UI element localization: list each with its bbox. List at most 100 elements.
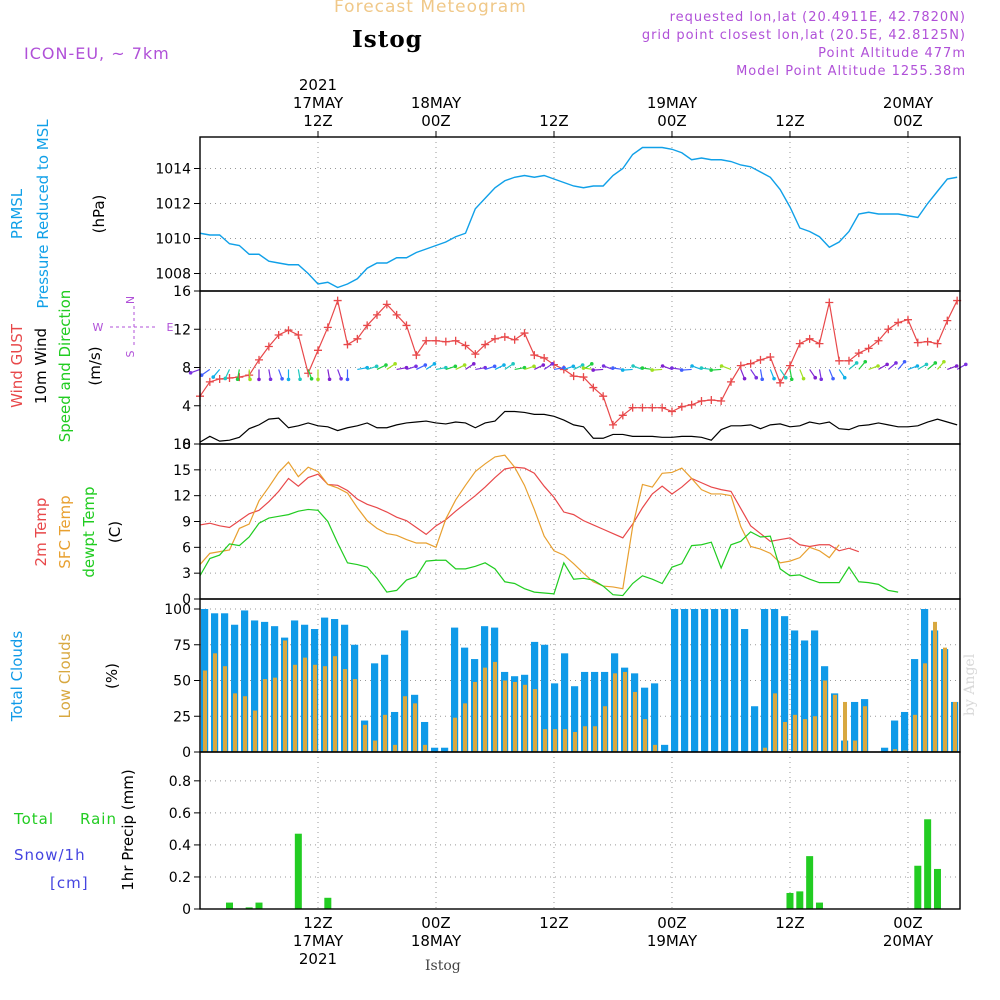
gust-marker: [363, 321, 372, 330]
rain-bar: [815, 902, 823, 909]
gust-marker: [431, 336, 440, 345]
low-cloud-bar: [293, 664, 297, 752]
wind-arrow-head: [384, 363, 388, 367]
time-label-bottom: 12Z: [303, 914, 332, 932]
total-cloud-bar: [681, 609, 689, 752]
low-cloud-bar: [803, 719, 807, 752]
gust-marker: [667, 407, 676, 416]
low-cloud-bar: [393, 744, 397, 752]
rain-bar: [294, 833, 302, 909]
wind-arrow-head: [280, 377, 284, 381]
time-label-top: 18MAY: [411, 94, 462, 112]
label-low-clouds: Low Clouds: [56, 633, 74, 718]
gust-marker: [500, 332, 509, 341]
low-cloud-bar: [613, 673, 617, 752]
wind-arrow-head: [541, 363, 546, 367]
wind-arrow-head: [532, 364, 536, 369]
gust-marker: [697, 396, 706, 405]
wind-arrow-head: [298, 377, 302, 382]
y-tick-label: 16: [173, 284, 191, 300]
wind-arrow-head: [462, 363, 467, 367]
rain-bar: [933, 868, 941, 909]
wind-arrow-head: [286, 377, 291, 382]
low-cloud-bar: [543, 729, 547, 752]
chart-title: Forecast Meteogram: [334, 0, 527, 17]
total-cloud-bar: [741, 629, 749, 752]
wind-arrow-head: [492, 364, 497, 369]
gust-marker: [766, 352, 775, 361]
wind-arrow-head: [760, 377, 765, 382]
temp-2m-line: [199, 466, 860, 553]
wind-arrow-head: [589, 362, 594, 366]
gust-marker: [540, 353, 549, 362]
gust-marker: [284, 326, 293, 335]
total-cloud-bar: [391, 711, 399, 752]
total-cloud-bar: [241, 610, 249, 752]
low-cloud-bar: [653, 744, 657, 752]
gust-marker: [943, 316, 952, 325]
wind-arrow-head: [374, 364, 379, 369]
y-tick-label: 12: [173, 322, 191, 338]
low-cloud-bar: [943, 647, 947, 752]
low-cloud-bar: [603, 706, 607, 752]
wind-arrow-head: [754, 375, 759, 380]
low-cloud-bar: [583, 726, 587, 752]
total-cloud-bar: [751, 706, 759, 752]
time-label-top: 17MAY: [293, 94, 344, 112]
total-cloud-bar: [461, 647, 469, 752]
y-tick-label: 100: [164, 602, 191, 618]
y-tick-label: 4: [182, 399, 191, 415]
gust-marker: [648, 403, 657, 412]
low-cloud-bar: [783, 721, 787, 752]
gust-line: [199, 298, 958, 426]
label-speed-direction: Speed and Direction: [56, 290, 74, 443]
y-tick-label: 1012: [155, 197, 191, 213]
low-cloud-bar: [453, 717, 457, 752]
y-tick-label: 50: [173, 674, 191, 690]
compass-w: W: [93, 321, 104, 334]
compass-s: S: [124, 350, 137, 357]
wind-arrow-head: [902, 359, 907, 364]
low-cloud-bar: [303, 657, 307, 752]
gust-marker: [835, 356, 844, 365]
label-1hr-precip: 1hr Precip (mm): [119, 769, 137, 890]
gust-marker: [687, 400, 696, 409]
low-cloud-bar: [353, 679, 357, 752]
wind-arrow-head: [842, 375, 847, 380]
time-label-bottom: 2021: [299, 950, 337, 968]
total-cloud-bar: [561, 653, 569, 752]
low-cloud-bar: [423, 744, 427, 752]
low-cloud-bar: [553, 729, 557, 752]
compass-e: E: [167, 321, 174, 334]
wind-arrow-head: [327, 377, 332, 382]
wind-arrow-head: [709, 368, 713, 372]
wind-arrow-head: [719, 364, 724, 368]
low-cloud-bar: [893, 749, 897, 752]
low-cloud-bar: [903, 750, 907, 752]
time-label-top: 19MAY: [647, 94, 698, 112]
wind-arrow-head: [601, 364, 606, 368]
wind-arrow-head: [690, 364, 694, 368]
time-label-bottom: 00Z: [893, 914, 922, 932]
low-cloud-bar: [523, 684, 527, 752]
gust-marker: [579, 373, 588, 382]
label-total-clouds: Total Clouds: [8, 631, 26, 723]
wind-arrow-head: [591, 368, 595, 372]
gust-marker: [785, 361, 794, 370]
gust-marker: [441, 337, 450, 346]
wind-arrow-head: [611, 366, 615, 370]
gust-marker: [864, 344, 873, 353]
low-cloud-bar: [923, 663, 927, 752]
gust-marker: [205, 377, 214, 386]
rain-bar: [245, 907, 253, 909]
gust-marker: [323, 323, 332, 332]
gust-marker: [913, 338, 922, 347]
total-cloud-bar: [911, 659, 919, 752]
label-hpa: (hPa): [90, 195, 108, 234]
low-cloud-bar: [773, 693, 777, 752]
low-cloud-bar: [363, 724, 367, 752]
time-label-top: 12Z: [539, 112, 568, 130]
wind-arrow-head: [942, 359, 946, 364]
low-cloud-bar: [263, 679, 267, 752]
gust-marker: [589, 383, 598, 392]
